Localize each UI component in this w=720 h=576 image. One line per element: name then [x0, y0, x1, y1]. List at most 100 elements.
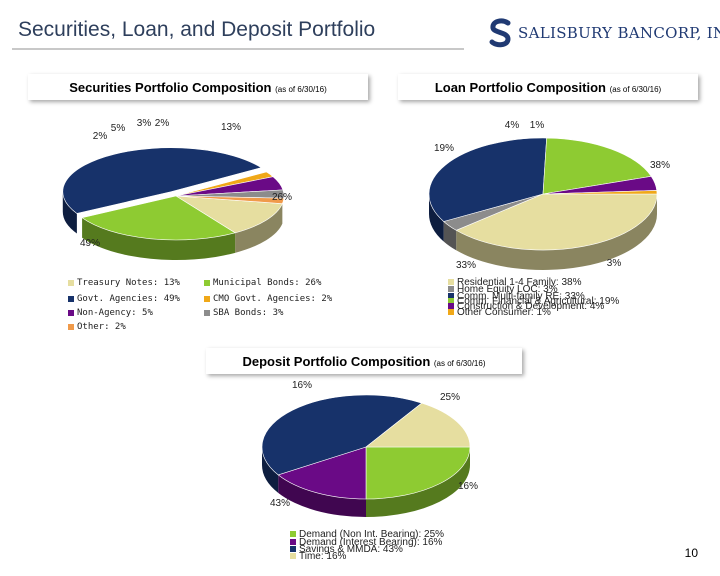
legend-swatch: [448, 309, 454, 316]
legend-label: Construction & Development: 4%: [457, 301, 605, 312]
legend-swatch: [290, 553, 296, 560]
loan-slice-2: [428, 137, 547, 222]
loan-chart-title: Loan Portfolio Composition (as of 6/30/1…: [398, 74, 698, 100]
legend-swatch: [204, 279, 210, 286]
securities-data-label-2: 49%: [80, 238, 100, 249]
securities-legend-item: Other: 2%: [68, 322, 126, 332]
loan-legend-item: Construction & Development: 4%: [448, 302, 604, 312]
deposit-slice-side-1: [278, 474, 366, 518]
securities-data-label-4: 5%: [111, 123, 126, 134]
securities-data-label-3: 2%: [93, 131, 108, 142]
loan-legend-item: Other Consumer: 1%: [448, 308, 551, 318]
legend-label: Savings & MMDA: 43%: [299, 544, 403, 555]
deposit-data-label-2: 43%: [270, 498, 290, 509]
loan-data-label-0: 38%: [650, 160, 670, 171]
loan-data-label-1: 3%: [607, 258, 622, 269]
deposit-slice-0: [365, 446, 471, 500]
securities-pie: 13%26%49%2%5% 3% 2%: [62, 118, 292, 260]
deposit-legend-item: Time: 16%: [290, 551, 347, 562]
deposit-legend-item: Demand (Non Int. Bearing): 25%: [290, 529, 445, 540]
securities-legend-item: SBA Bonds: 3%: [204, 308, 283, 318]
loan-data-label-5: 1%: [530, 120, 545, 131]
deposit-slice-side-0: [366, 447, 470, 517]
loan-title-note: (as of 6/30/16): [609, 85, 662, 94]
legend-swatch: [290, 546, 296, 553]
legend-swatch: [204, 309, 210, 316]
legend-swatch: [448, 286, 454, 293]
legend-swatch: [448, 298, 454, 305]
legend-swatch: [448, 293, 454, 300]
company-logo: SALISBURY BANCORP, INC.: [488, 18, 720, 48]
securities-slice-side-1: [82, 217, 236, 260]
deposit-legend-item: Savings & MMDA: 43%: [290, 544, 403, 555]
legend-label: Govt. Agencies: 49%: [77, 294, 180, 304]
deposit-slice-side-2: [262, 447, 279, 493]
securities-legend-item: Govt. Agencies: 49%: [68, 294, 180, 304]
loan-slice-0: [455, 193, 658, 251]
page-number: 10: [684, 546, 698, 560]
legend-swatch: [204, 295, 210, 302]
securities-slice-6: [175, 195, 285, 204]
securities-data-label-6: 2%: [155, 118, 170, 129]
securities-data-label-1: 26%: [272, 192, 292, 203]
deposit-title-note: (as of 6/30/16): [433, 359, 486, 368]
legend-label: Other Consumer: 1%: [457, 307, 551, 318]
securities-title-text: Securities Portfolio Composition: [69, 80, 272, 95]
legend-label: Other: 2%: [77, 322, 126, 332]
securities-legend-item: Non-Agency: 5%: [68, 308, 153, 318]
deposit-slice-2: [261, 394, 423, 476]
legend-label: SBA Bonds: 3%: [213, 308, 284, 318]
legend-swatch: [68, 309, 74, 316]
loan-pie: 38% 3% 33% 19% 4% 1%: [428, 120, 670, 271]
loan-legend-item: Comm. Multi-family RE: 33%: [448, 292, 585, 302]
legend-label: Comm. Multi-family RE: 33%: [457, 291, 585, 302]
securities-slice-1: [81, 195, 236, 241]
securities-legend-item: CMO Govt. Agencies: 2%: [204, 294, 332, 304]
legend-swatch: [68, 295, 74, 302]
page-title: Securities, Loan, and Deposit Portfolio: [18, 18, 376, 41]
securities-slice-side-2: [62, 191, 77, 234]
securities-legend-item: Municipal Bonds: 26%: [204, 278, 321, 288]
loan-slice-side-0: [456, 194, 657, 271]
legend-swatch: [448, 303, 454, 310]
legend-label: Non-Agency: 5%: [77, 308, 153, 318]
loan-slice-3: [542, 137, 652, 195]
legend-label: CMO Govt. Agencies: 2%: [213, 294, 333, 304]
securities-chart-title: Securities Portfolio Composition (as of …: [28, 74, 368, 100]
title-divider: [12, 48, 464, 50]
legend-label: Treasury Notes: 13%: [77, 278, 180, 288]
loan-legend-item: Residential 1-4 Family: 38%: [448, 278, 582, 288]
loan-data-label-3: 19%: [434, 143, 454, 154]
deposit-slice-1: [277, 446, 367, 500]
legend-label: Home Equity LOC: 3%: [457, 284, 558, 295]
legend-swatch: [290, 539, 296, 546]
legend-label: Time: 16%: [299, 551, 347, 562]
loan-legend-item: Comm. Financial & Agricultural: 19%: [448, 297, 619, 307]
deposit-title-text: Deposit Portfolio Composition: [242, 354, 431, 369]
loan-slice-5: [542, 190, 658, 195]
legend-swatch: [290, 531, 296, 538]
legend-label: Demand (Interest Bearing): 16%: [299, 537, 443, 548]
securities-slice-side-0: [235, 203, 283, 253]
securities-legend-item: Treasury Notes: 13%: [68, 278, 180, 288]
legend-label: Municipal Bonds: 26%: [213, 278, 322, 288]
loan-title-text: Loan Portfolio Composition: [434, 80, 606, 95]
legend-swatch: [68, 323, 74, 330]
legend-label: Demand (Non Int. Bearing): 25%: [299, 529, 445, 540]
deposit-data-label-0: 25%: [440, 392, 460, 403]
logo-s-icon: [489, 18, 511, 48]
securities-slice-2: [62, 147, 262, 214]
legend-swatch: [68, 279, 74, 286]
securities-data-label-5: 3%: [137, 118, 152, 129]
securities-title-note: (as of 6/30/16): [275, 85, 327, 94]
loan-legend-item: Home Equity LOC: 3%: [448, 285, 558, 295]
securities-data-label-0: 13%: [221, 122, 241, 133]
loan-data-label-4: 4%: [505, 120, 520, 131]
deposit-data-label-1: 16%: [458, 481, 478, 492]
deposit-data-label-3: 16%: [292, 380, 312, 391]
deposit-chart-title: Deposit Portfolio Composition (as of 6/3…: [206, 348, 522, 374]
legend-label: Residential 1-4 Family: 38%: [457, 277, 582, 288]
legend-label: Comm. Financial & Agricultural: 19%: [457, 296, 620, 307]
deposit-slice-3: [365, 402, 471, 448]
